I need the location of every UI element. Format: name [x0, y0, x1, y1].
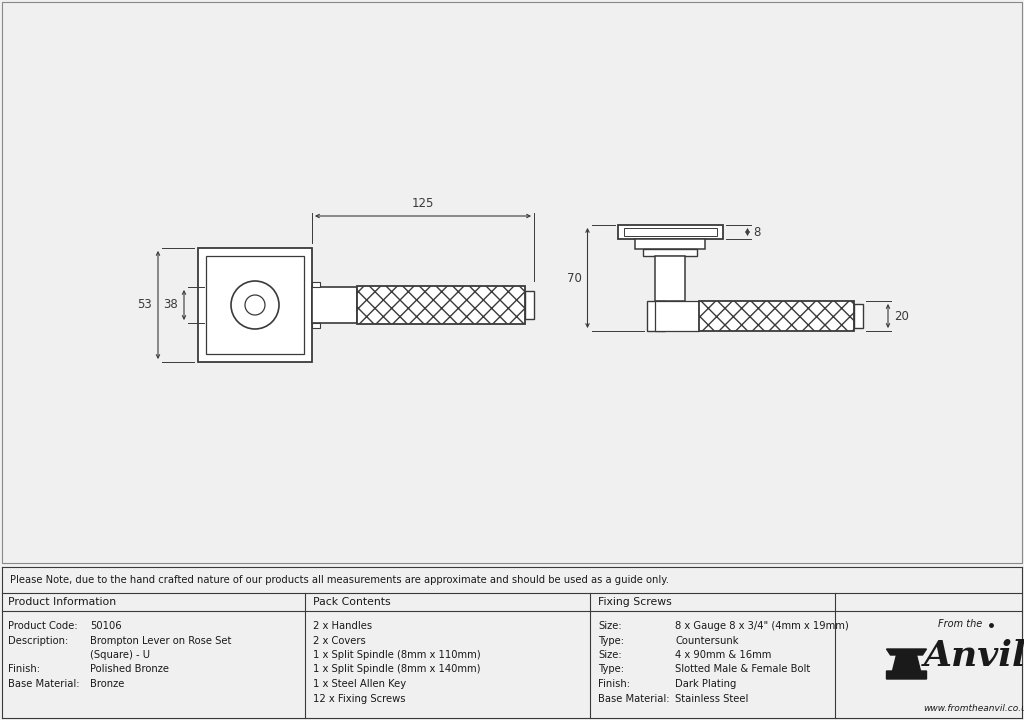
Text: 4 x 90mm & 16mm: 4 x 90mm & 16mm [675, 650, 771, 660]
Polygon shape [887, 655, 927, 679]
Text: Type:: Type: [598, 665, 624, 675]
Text: www.fromtheanvil.co.uk: www.fromtheanvil.co.uk [924, 704, 1024, 713]
Polygon shape [887, 649, 927, 655]
Text: Dark Plating: Dark Plating [675, 679, 736, 689]
Bar [312, 323, 319, 328]
Bar [647, 301, 665, 331]
Text: Description:: Description: [8, 636, 69, 646]
Text: Base Material:: Base Material: [8, 679, 80, 689]
Text: Please Note, due to the hand crafted nature of our products all measurements are: Please Note, due to the hand crafted nat… [10, 575, 669, 585]
Bar [198, 248, 312, 362]
Bar [643, 249, 697, 256]
Bar [357, 286, 525, 324]
Text: Brompton Lever on Rose Set: Brompton Lever on Rose Set [90, 636, 231, 646]
Text: Fixing Screws: Fixing Screws [598, 597, 672, 607]
Text: (Square) - U: (Square) - U [90, 650, 151, 660]
Text: 20: 20 [894, 310, 909, 323]
Text: 8 x Gauge 8 x 3/4" (4mm x 19mm): 8 x Gauge 8 x 3/4" (4mm x 19mm) [675, 621, 849, 631]
Bar [312, 287, 357, 323]
Text: Product Information: Product Information [8, 597, 116, 607]
Bar [655, 256, 685, 301]
Text: Countersunk: Countersunk [675, 636, 738, 646]
Text: 1 x Steel Allen Key: 1 x Steel Allen Key [313, 679, 407, 689]
Text: Type:: Type: [598, 636, 624, 646]
Text: Anvil: Anvil [924, 639, 1024, 673]
Text: Bronze: Bronze [90, 679, 124, 689]
Bar [655, 301, 699, 331]
Text: 125: 125 [412, 197, 434, 210]
Bar [525, 291, 534, 319]
Text: Polished Bronze: Polished Bronze [90, 665, 169, 675]
Text: 50106: 50106 [90, 621, 122, 631]
Text: 70: 70 [566, 271, 582, 284]
Text: Size:: Size: [598, 650, 622, 660]
Bar [854, 304, 863, 328]
Text: Pack Contents: Pack Contents [313, 597, 390, 607]
Text: Finish:: Finish: [8, 665, 40, 675]
Text: 1 x Split Spindle (8mm x 110mm): 1 x Split Spindle (8mm x 110mm) [313, 650, 480, 660]
Bar [699, 301, 854, 331]
Text: Size:: Size: [598, 621, 622, 631]
Text: Stainless Steel: Stainless Steel [675, 693, 749, 703]
Bar [617, 225, 723, 239]
Text: From the: From the [939, 619, 983, 629]
Text: 1 x Split Spindle (8mm x 140mm): 1 x Split Spindle (8mm x 140mm) [313, 665, 480, 675]
Text: Slotted Male & Female Bolt: Slotted Male & Female Bolt [675, 665, 810, 675]
Text: 2 x Covers: 2 x Covers [313, 636, 366, 646]
Text: 12 x Fixing Screws: 12 x Fixing Screws [313, 693, 406, 703]
Text: 2 x Handles: 2 x Handles [313, 621, 372, 631]
Bar [624, 228, 717, 236]
Text: 53: 53 [137, 299, 152, 312]
Bar [206, 256, 304, 354]
Bar [635, 239, 705, 249]
Text: 8: 8 [754, 225, 761, 238]
Text: Base Material:: Base Material: [598, 693, 670, 703]
Text: 38: 38 [163, 299, 178, 312]
Text: Product Code:: Product Code: [8, 621, 78, 631]
Bar [312, 282, 319, 287]
Text: Finish:: Finish: [598, 679, 630, 689]
